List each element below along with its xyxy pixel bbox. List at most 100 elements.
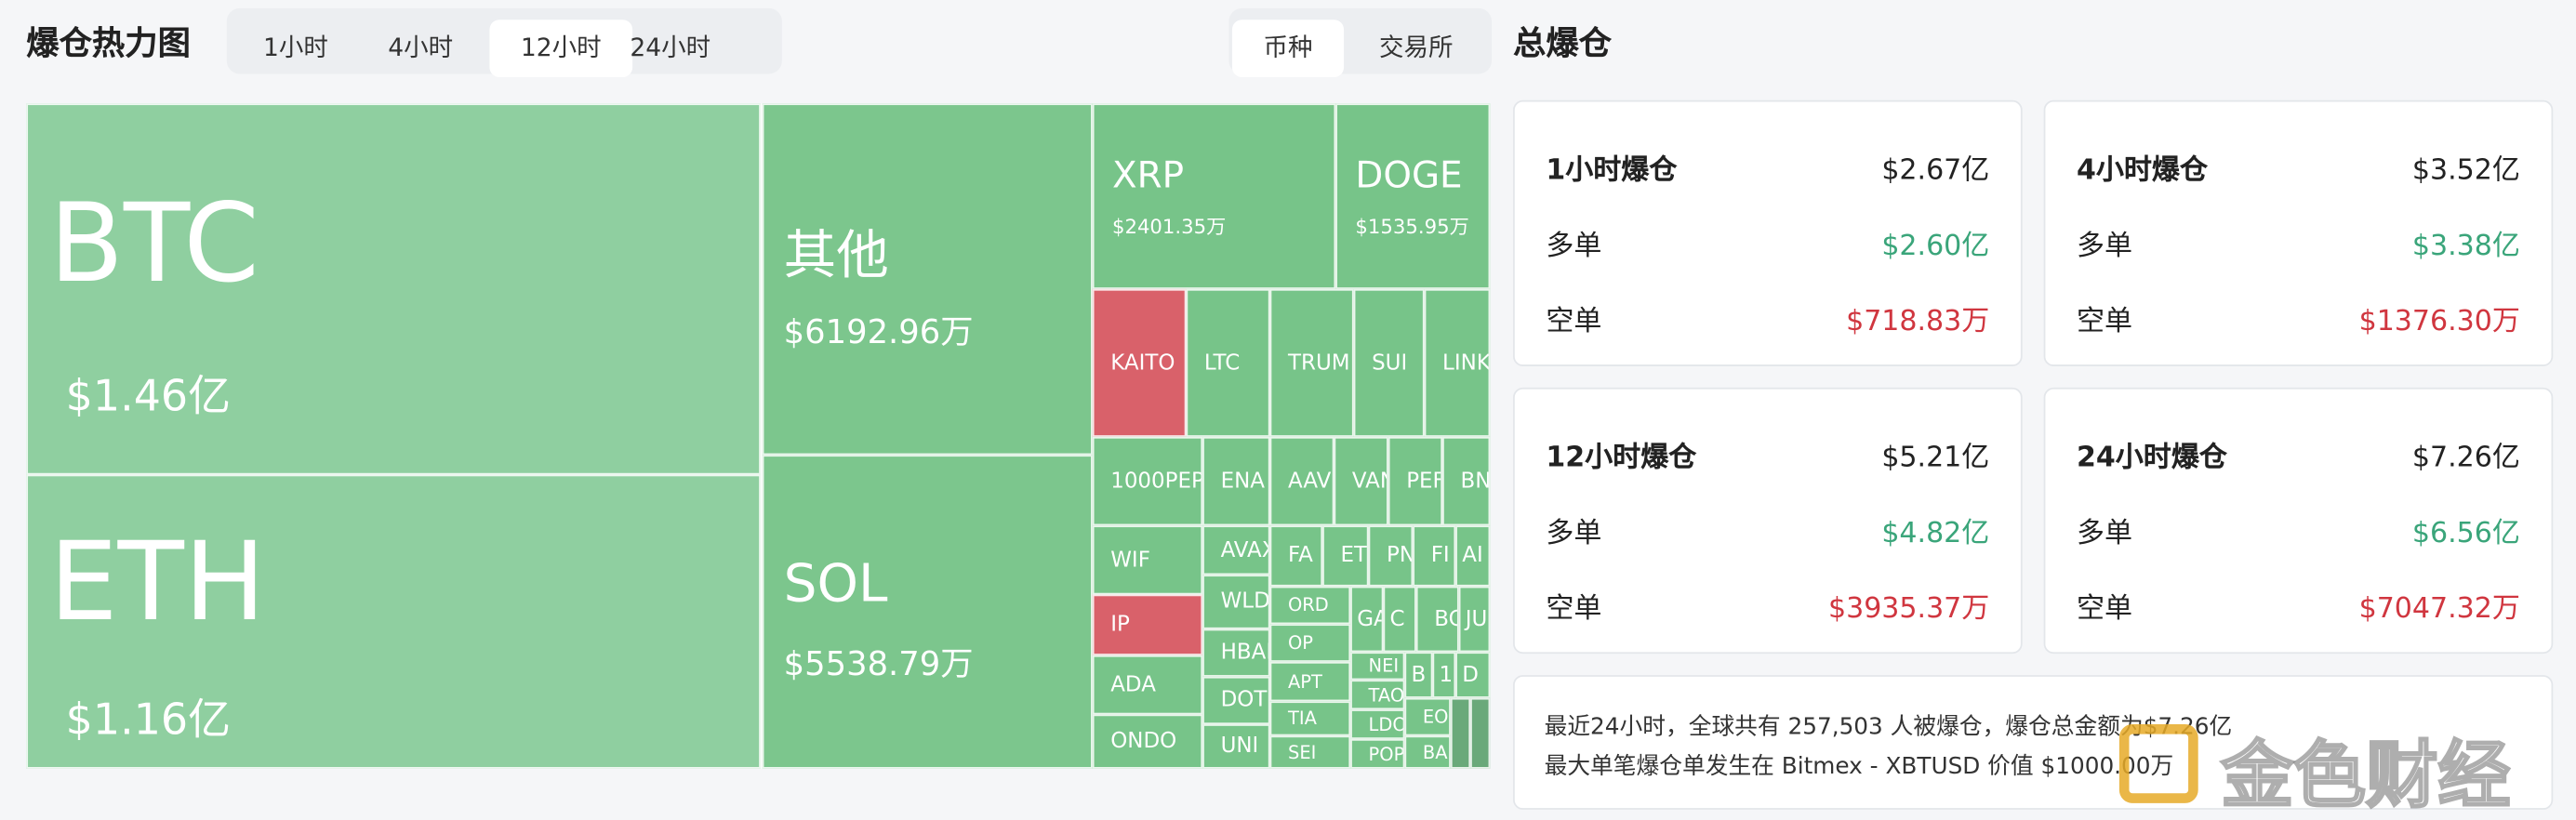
tile-label: POP	[1368, 743, 1405, 765]
treemap-tile[interactable]: KAITO	[1092, 288, 1187, 437]
treemap-tile[interactable]: SUI	[1353, 288, 1425, 437]
tile-label: AVAX	[1220, 537, 1268, 563]
treemap: BTC $1.46亿 ETH $1.16亿 其他 $6192.96万 SOL $5538.79…	[26, 103, 1491, 769]
treemap-tile[interactable]	[1450, 697, 1471, 769]
group-tab[interactable]: 交易所	[1379, 33, 1454, 63]
row-label: 空单	[2076, 305, 2133, 338]
tile-label: PN	[1386, 543, 1414, 569]
row-value: $3935.37万	[1827, 592, 1990, 627]
treemap-tile[interactable]: DOGE $1535.95万	[1335, 103, 1491, 289]
treemap-tile[interactable]: XRP $2401.35万	[1092, 103, 1336, 289]
treemap-tile[interactable]: HBAR	[1202, 628, 1270, 677]
treemap-tile[interactable]: UNI	[1202, 724, 1270, 769]
treemap-tile[interactable]: AAV	[1269, 436, 1334, 526]
treemap-tile[interactable]: ENA	[1202, 436, 1270, 526]
tile-label: 1	[1439, 662, 1454, 688]
treemap-tile[interactable]: C	[1383, 586, 1416, 653]
treemap-tile[interactable]: FI	[1413, 525, 1456, 587]
treemap-tile[interactable]: LDO	[1350, 709, 1405, 739]
row-value: $5.21亿	[1881, 442, 1990, 475]
treemap-tile[interactable]: TIA	[1269, 701, 1351, 736]
summary-card: 12小时爆仓 $5.21亿 多单 $4.82亿 空单 $3935.37万	[1513, 387, 2023, 655]
row-label: 空单	[1546, 592, 1602, 627]
tile-label: VAN	[1351, 469, 1387, 494]
treemap-tile[interactable]: PEF	[1388, 436, 1443, 526]
tile-label: HBAR	[1220, 640, 1268, 666]
treemap-tile[interactable]: EO	[1404, 697, 1451, 736]
treemap-tile[interactable]: AI	[1455, 525, 1491, 587]
treemap-tile[interactable]: D	[1455, 652, 1491, 698]
treemap-tile[interactable]: NEI	[1350, 652, 1405, 681]
tile-label: BTC	[48, 180, 259, 308]
treemap-tile[interactable]: POP	[1350, 738, 1405, 769]
time-tab[interactable]: 1小时	[263, 33, 328, 63]
treemap-tile[interactable]	[1470, 697, 1491, 769]
tile-label: TAO	[1368, 683, 1405, 706]
tile-label: EO	[1422, 706, 1449, 728]
tile-label: BA	[1422, 741, 1448, 763]
tile-value: $6192.96万	[783, 311, 974, 352]
treemap-tile[interactable]: SOL $5538.79万	[762, 455, 1093, 769]
treemap-tile[interactable]: JU	[1458, 586, 1491, 653]
treemap-tile[interactable]: OP	[1269, 624, 1351, 662]
row-value: $7.26亿	[2411, 442, 2520, 475]
treemap-tile[interactable]: SEI	[1269, 735, 1351, 769]
treemap-tile[interactable]: FA	[1269, 525, 1323, 587]
treemap-tile[interactable]: ADA	[1092, 655, 1203, 715]
tile-label: WLD	[1220, 589, 1270, 615]
treemap-tile[interactable]: DOT	[1202, 676, 1270, 725]
treemap-tile[interactable]: TRUM	[1269, 288, 1354, 437]
tile-label: PEF	[1406, 469, 1443, 494]
treemap-tile[interactable]: TAO	[1350, 680, 1405, 710]
time-tab[interactable]: 24小时	[630, 33, 711, 63]
row-value: $4.82亿	[1881, 517, 1990, 550]
treemap-tile[interactable]: BC	[1415, 586, 1459, 653]
tile-label: JU	[1465, 606, 1488, 632]
notice-line: 最近24小时，全球共有 257,503 人被爆仓，爆仓总金额为$7.26亿	[1544, 714, 2233, 741]
tile-label: TIA	[1287, 708, 1317, 730]
treemap-tile[interactable]: GA	[1350, 586, 1384, 653]
tile-label: D	[1462, 662, 1479, 688]
tile-label: BC	[1434, 606, 1457, 632]
tile-label: ET	[1340, 543, 1368, 569]
treemap-tile[interactable]: IP	[1092, 594, 1203, 655]
row-value: $1376.30万	[2358, 305, 2520, 338]
row-label: 多单	[2076, 517, 2133, 550]
treemap-tile[interactable]: B	[1404, 652, 1433, 698]
time-tab[interactable]: 4小时	[388, 33, 454, 63]
treemap-tile[interactable]: WLD	[1202, 575, 1270, 629]
treemap-tile[interactable]: APT	[1269, 661, 1351, 702]
time-tab[interactable]: 12小时	[489, 20, 633, 78]
treemap-tile[interactable]: ETH $1.16亿	[26, 474, 761, 769]
treemap-tile[interactable]: ONDO	[1092, 714, 1203, 769]
group-tab[interactable]: 币种	[1231, 20, 1345, 78]
treemap-tile[interactable]: WIF	[1092, 525, 1203, 595]
row-label: 24小时爆仓	[2076, 442, 2227, 475]
treemap-tile[interactable]: ORD	[1269, 586, 1351, 625]
tile-label: SEI	[1287, 741, 1317, 763]
tile-label: XRP	[1111, 155, 1185, 197]
treemap-tile[interactable]: BN	[1442, 436, 1491, 526]
treemap-tile[interactable]: BTC $1.46亿	[26, 103, 761, 475]
treemap-tile[interactable]: BA	[1404, 735, 1451, 769]
tile-label: OP	[1287, 632, 1314, 655]
treemap-tile[interactable]: LINK	[1424, 288, 1491, 437]
treemap-tile[interactable]: PN	[1368, 525, 1414, 587]
tile-label: GA	[1357, 606, 1381, 632]
heatmap-title: 爆仓热力图	[26, 22, 191, 63]
treemap-tile[interactable]: LTC	[1186, 288, 1270, 437]
row-value: $3.52亿	[2411, 154, 2520, 188]
treemap-tile[interactable]: AVAX	[1202, 525, 1270, 575]
treemap-tile[interactable]: VAN	[1334, 436, 1388, 526]
tile-label: AI	[1462, 543, 1483, 569]
row-value: $2.67亿	[1881, 154, 1990, 188]
tile-label: ONDO	[1110, 729, 1177, 754]
treemap-tile[interactable]: 1	[1432, 652, 1456, 698]
treemap-tile[interactable]: ET	[1322, 525, 1369, 587]
treemap-tile[interactable]: 其他 $6192.96万	[762, 103, 1093, 456]
treemap-tile[interactable]: 1000PEP	[1092, 436, 1203, 526]
notice-card: 最近24小时，全球共有 257,503 人被爆仓，爆仓总金额为$7.26亿 最大…	[1513, 675, 2554, 810]
tile-label: SUI	[1372, 350, 1408, 376]
tile-label: DOT	[1220, 688, 1268, 713]
